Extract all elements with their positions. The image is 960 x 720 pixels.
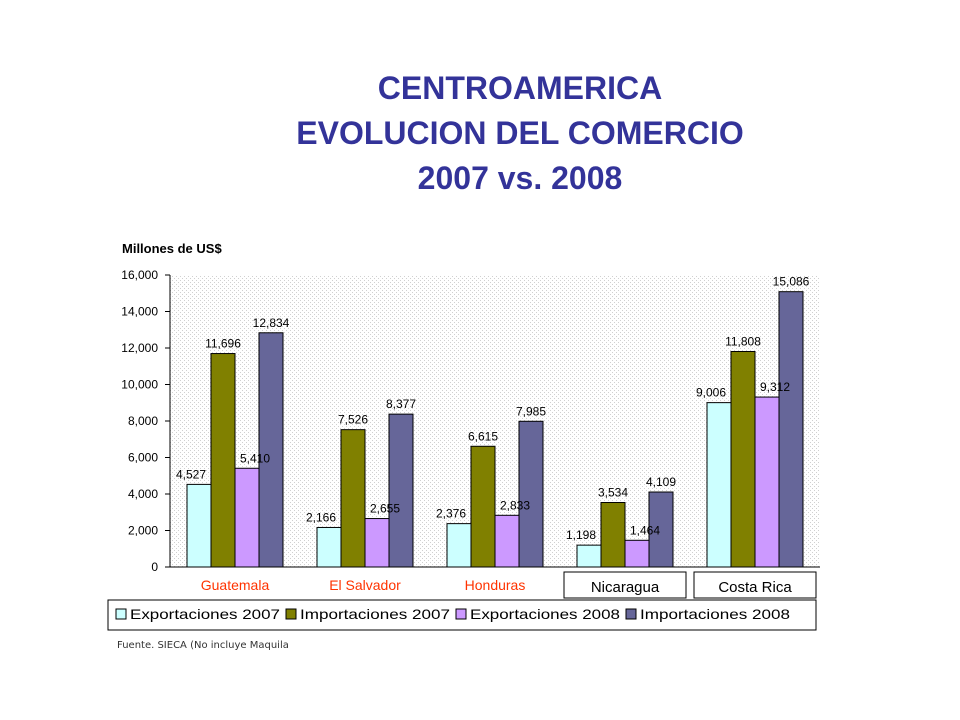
bar-value-label: 2,833 [500,498,530,512]
bar [234,467,260,568]
legend-label: Exportaciones 2008 [470,606,620,622]
category-label-box [563,571,687,599]
bar [706,402,732,568]
bar [470,445,496,568]
bar-value-label: 12,834 [253,316,290,330]
bar-value-label: 2,166 [306,510,336,524]
bar-value-label: 11,808 [725,335,761,349]
bar [340,429,366,568]
bar [730,351,756,568]
title-line-2: EVOLUCION DEL COMERCIO [296,115,744,151]
bar [518,420,544,568]
bar [648,491,674,568]
y-tick-label: 10,000 [121,378,158,392]
y-tick-label: 6,000 [128,451,158,465]
legend-swatch [285,608,297,620]
bar-value-label: 9,006 [696,386,726,400]
bar [446,523,472,568]
legend: Exportaciones 2007 Importaciones 2007 Expo… [107,599,817,631]
bar [494,514,520,568]
bar [576,544,602,568]
bar-value-label: 5,410 [240,451,270,465]
bar-value-label: 2,376 [436,507,466,521]
y-tick-label: 0 [151,560,158,574]
bar [624,539,650,568]
category-label: Costa Rica [718,579,792,596]
bar-value-label: 6,615 [468,429,498,443]
bar [754,396,780,568]
y-tick-label: 8,000 [128,414,158,428]
bar-value-label: 2,655 [370,502,400,516]
bar-value-label: 3,534 [598,486,628,500]
bar [186,483,212,568]
bars [186,291,804,568]
bar-value-label: 1,198 [566,528,596,542]
chart-title: CENTROAMERICA EVOLUCION DEL COMERCIO 200… [240,66,800,201]
legend-label: Exportaciones 2007 [130,606,280,622]
legend-swatch [625,608,637,620]
bar-value-label: 7,985 [516,404,546,418]
title-line-1: CENTROAMERICA [377,70,663,106]
bar-value-label: 1,464 [630,523,660,537]
category-labels: Guatemala El Salvador Honduras Nicaragua Cos… [201,571,817,599]
legend-swatch [115,608,127,620]
bar [316,526,342,568]
y-tick-label: 16,000 [121,268,158,282]
y-tick-label: 12,000 [121,341,158,355]
category-label: Honduras [465,577,526,593]
bar-value-labels: 4,527 11,696 5,410 12,834 2,166 7,526 2,655 8,3… [176,275,810,542]
bar-value-label: 15,086 [773,275,810,289]
bar [388,413,414,568]
y-tick-label: 4,000 [128,487,158,501]
y-tick-label: 2,000 [128,524,158,538]
bar [210,353,236,568]
title-line-3: 2007 vs. 2008 [417,160,623,196]
legend-label: Importaciones 2007 [300,606,450,622]
bar [600,502,626,568]
bar-value-label: 4,109 [646,475,676,489]
legend-swatch [455,608,467,620]
source-note: Fuente. SIECA (No incluye Maquila [117,640,289,651]
y-axis-label: Millones de US$ [122,241,222,256]
bar-value-label: 9,312 [760,380,790,394]
bar-value-label: 8,377 [386,397,416,411]
y-tick-label: 14,000 [121,305,158,319]
bar-value-label: 7,526 [338,413,368,427]
bar-value-label: 11,696 [205,337,241,351]
category-label: Guatemala [201,577,270,593]
category-label-box [693,571,817,599]
bar [258,332,284,568]
category-label: Nicaragua [591,579,660,596]
bar-value-label: 4,527 [176,467,206,481]
bar [364,518,390,568]
category-label: El Salvador [329,577,401,593]
legend-label: Importaciones 2008 [640,606,790,622]
bar [778,291,804,568]
